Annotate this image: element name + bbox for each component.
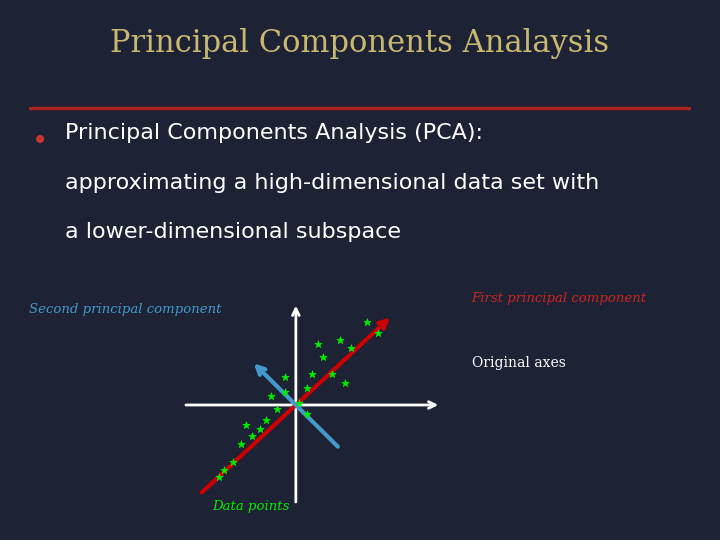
Point bbox=[246, 431, 258, 440]
Text: Principal Components Analysis (PCA):: Principal Components Analysis (PCA): bbox=[65, 123, 483, 143]
Text: Principal Components Analaysis: Principal Components Analaysis bbox=[110, 28, 610, 59]
Point bbox=[279, 373, 291, 381]
Text: a lower-dimensional subspace: a lower-dimensional subspace bbox=[65, 222, 401, 242]
Point bbox=[326, 370, 338, 379]
Point bbox=[213, 472, 225, 481]
Text: First principal component: First principal component bbox=[472, 292, 647, 306]
Text: •: • bbox=[32, 126, 48, 154]
Point bbox=[301, 409, 312, 418]
Text: approximating a high-dimensional data set with: approximating a high-dimensional data se… bbox=[65, 172, 599, 193]
Point bbox=[334, 335, 346, 344]
Point bbox=[318, 353, 329, 361]
Point bbox=[361, 318, 373, 327]
Point bbox=[240, 420, 252, 429]
Text: Data points: Data points bbox=[212, 500, 289, 514]
Point bbox=[266, 392, 277, 401]
Point bbox=[260, 416, 271, 424]
Point bbox=[279, 388, 291, 396]
Point bbox=[219, 466, 230, 475]
Point bbox=[301, 383, 312, 392]
Point bbox=[254, 424, 266, 433]
Point bbox=[307, 370, 318, 379]
Point bbox=[227, 457, 238, 466]
Point bbox=[271, 405, 282, 414]
Point bbox=[345, 344, 356, 353]
Point bbox=[235, 440, 247, 449]
Text: Original axes: Original axes bbox=[472, 356, 565, 370]
Point bbox=[312, 340, 323, 348]
Point bbox=[293, 399, 305, 407]
Point bbox=[340, 379, 351, 388]
Point bbox=[372, 329, 384, 338]
Text: Second principal component: Second principal component bbox=[29, 303, 221, 316]
